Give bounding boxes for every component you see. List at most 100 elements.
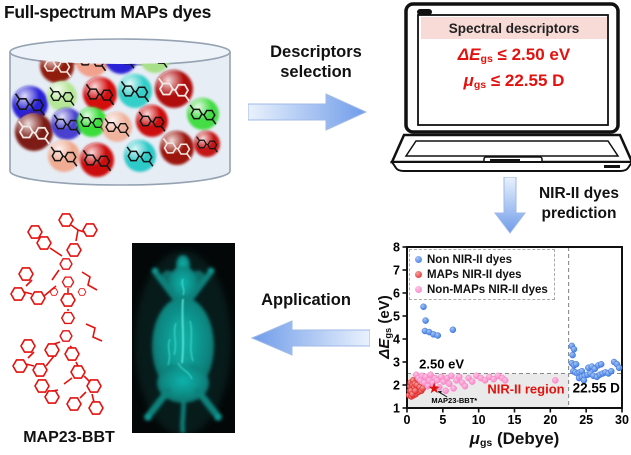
x-tick-label: 30 — [615, 413, 629, 427]
dye-ball — [12, 86, 48, 122]
data-point — [615, 364, 623, 372]
legend-dot-icon — [415, 286, 422, 293]
x-tick-label: 20 — [543, 413, 557, 427]
y-tick-label: 7 — [393, 264, 400, 278]
y-tick-label: 5 — [393, 310, 400, 324]
x-axis-label: μgs (Debye) — [469, 429, 560, 450]
descriptors-selection-label: Descriptors selection — [270, 43, 362, 81]
legend-label: Non NIR-II dyes — [427, 253, 512, 266]
data-point — [422, 317, 429, 324]
y-tick-label: 4 — [393, 333, 400, 347]
mouse-fluorescence-image — [132, 243, 235, 435]
application-label: Application — [261, 291, 351, 309]
dye-ball — [77, 107, 107, 137]
dye-cylinder-icon — [9, 38, 231, 186]
data-point — [450, 385, 457, 392]
molecule-structure-icon — [10, 213, 104, 415]
criterion-energy: ΔEgs ≤ 2.50 eV — [457, 45, 571, 66]
mouse-image-icon — [132, 243, 235, 435]
legend-label: Non-MAPs NIR-II dyes — [427, 283, 548, 296]
dye-ball — [48, 140, 80, 172]
webcam-icon — [417, 9, 432, 15]
dye-ball — [194, 131, 220, 157]
data-point — [442, 387, 449, 395]
dye-ball — [47, 81, 77, 111]
data-point — [570, 346, 578, 353]
data-point — [572, 361, 580, 368]
dye-ball — [51, 108, 83, 140]
screen-header: Spectral descriptors — [421, 17, 607, 39]
x-tick-label: 5 — [439, 413, 446, 427]
legend-item: Non NIR-II dyes — [415, 252, 548, 267]
prediction-label: NIR-II dyes prediction — [538, 185, 620, 222]
arrow-down-icon — [494, 176, 526, 235]
scatter-plot-icon: 1 2 3 4 5 6 7 8 0 5 10 15 20 25 30 2.50 eV 22.55 D NIR-II… — [393, 241, 629, 428]
x-tick-label: 0 — [404, 413, 411, 427]
data-point — [411, 387, 419, 395]
data-point — [597, 361, 605, 368]
data-point — [501, 377, 509, 384]
dye-ball — [160, 131, 194, 165]
y-axis-label: ΔEgs (eV) — [376, 295, 393, 359]
data-point — [468, 378, 476, 385]
legend-dot-icon — [415, 256, 422, 263]
chart-legend: Non NIR-II dyes MAPs NIR-II dyes Non-MAPs … — [409, 249, 555, 300]
arrow-left-icon — [250, 320, 371, 356]
legend-item: MAPs NIR-II dyes — [415, 267, 548, 282]
series-3 — [413, 371, 559, 395]
y-tick-label: 1 — [393, 402, 400, 416]
data-point — [448, 372, 455, 380]
y-tick-label: 6 — [393, 287, 400, 301]
data-point — [580, 377, 588, 384]
vline-label: 22.55 D — [573, 380, 621, 395]
data-point — [449, 326, 457, 334]
dye-ball — [15, 113, 53, 151]
data-point — [490, 376, 497, 383]
data-point — [456, 373, 463, 381]
data-point — [552, 377, 559, 384]
laptop: Spectral descriptors ΔEgs ≤ 2.50 eV μgs … — [390, 2, 631, 174]
data-point — [434, 332, 442, 339]
nir-region-label: NIR-II region — [487, 382, 564, 397]
data-point — [481, 377, 489, 384]
data-point — [446, 380, 453, 388]
dye-ball — [124, 140, 156, 172]
data-point — [427, 371, 434, 378]
data-point — [569, 351, 576, 359]
dye-ball — [187, 98, 219, 130]
x-tick-label: 25 — [579, 413, 593, 427]
molecule-label: MAP23-BBT — [23, 429, 115, 446]
legend-label: MAPs NIR-II dyes — [427, 268, 522, 281]
scatter-chart: 1 2 3 4 5 6 7 8 0 5 10 15 20 25 30 2.50 eV 22.55 D NIR-II… — [376, 237, 631, 455]
data-point — [433, 377, 441, 384]
y-tick-label: 8 — [393, 241, 400, 255]
series-1 — [420, 303, 623, 384]
dye-ball — [136, 105, 168, 137]
criterion-dipole: μgs ≤ 22.55 D — [463, 71, 565, 92]
dye-cylinder — [8, 36, 232, 188]
y-tick-label: 2 — [393, 379, 400, 393]
map23-bbt-star-marker — [428, 382, 440, 394]
dye-ball — [118, 74, 152, 108]
x-tick-label: 10 — [472, 413, 486, 427]
x-tick-label: 15 — [508, 413, 522, 427]
pool-title: Full-spectrum MAPs dyes — [4, 2, 212, 22]
highlight-label: MAP23-BBT* — [431, 396, 477, 405]
dye-ball — [102, 112, 132, 142]
data-point — [420, 303, 427, 311]
data-point — [461, 382, 469, 390]
map23-bbt-structure — [8, 208, 130, 426]
mouse-vessels — [167, 278, 194, 380]
arrow-right-icon — [247, 92, 368, 132]
y-tick-label: 3 — [393, 356, 400, 370]
dye-ball — [80, 143, 114, 177]
dye-ball — [83, 77, 117, 111]
laptop-screen: Spectral descriptors ΔEgs ≤ 2.50 eV μgs … — [420, 16, 608, 123]
molecule-bonds — [10, 213, 104, 415]
hline-label: 2.50 eV — [419, 357, 464, 372]
legend-item: Non-MAPs NIR-II dyes — [415, 282, 548, 297]
dye-ball — [155, 70, 193, 108]
legend-dot-icon — [415, 271, 422, 278]
data-point — [608, 367, 615, 375]
